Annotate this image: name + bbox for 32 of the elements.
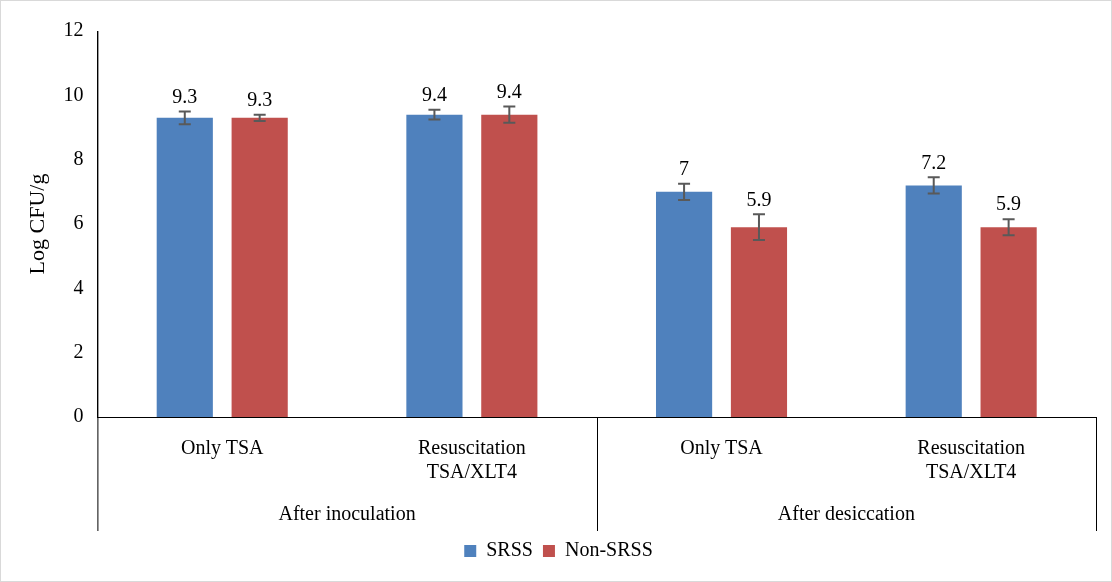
y-tick-label: 8	[73, 146, 84, 169]
bar	[905, 185, 962, 417]
data-label: 7	[679, 157, 690, 180]
bar	[406, 114, 463, 417]
x-tick-label: Only TSA	[181, 436, 264, 460]
y-tick-label: 6	[73, 211, 84, 234]
data-label: 9.4	[421, 83, 447, 106]
y-tick-label: 0	[73, 404, 84, 427]
data-label: 7.2	[921, 150, 947, 173]
data-label: 5.9	[996, 192, 1022, 215]
bar	[231, 117, 288, 417]
bar	[481, 114, 538, 417]
legend-label: SRSS	[486, 538, 533, 561]
legend-label: Non-SRSS	[564, 538, 653, 561]
y-tick-label: 12	[63, 18, 84, 41]
data-label: 9.3	[247, 87, 273, 110]
data-label: 9.3	[172, 84, 198, 107]
data-label: 5.9	[746, 187, 772, 210]
x-tick-label: Only TSA	[680, 436, 764, 460]
bar	[655, 191, 713, 417]
bar	[730, 227, 788, 417]
y-tick-label: 2	[73, 339, 84, 362]
data-label: 9.4	[496, 79, 522, 102]
text: After desiccation	[777, 502, 915, 525]
y-tick-label: 4	[73, 275, 84, 298]
y-tick-label: 10	[63, 82, 84, 105]
y-axis-title: Log CFU/g	[23, 173, 49, 275]
bar	[980, 227, 1037, 417]
bar	[156, 117, 213, 417]
x-tick-label: Resuscitation TSA/XLT4	[917, 436, 1026, 483]
x-tick-label: Resuscitation TSA/XLT4	[417, 436, 526, 483]
text: After inoculation	[278, 502, 416, 525]
